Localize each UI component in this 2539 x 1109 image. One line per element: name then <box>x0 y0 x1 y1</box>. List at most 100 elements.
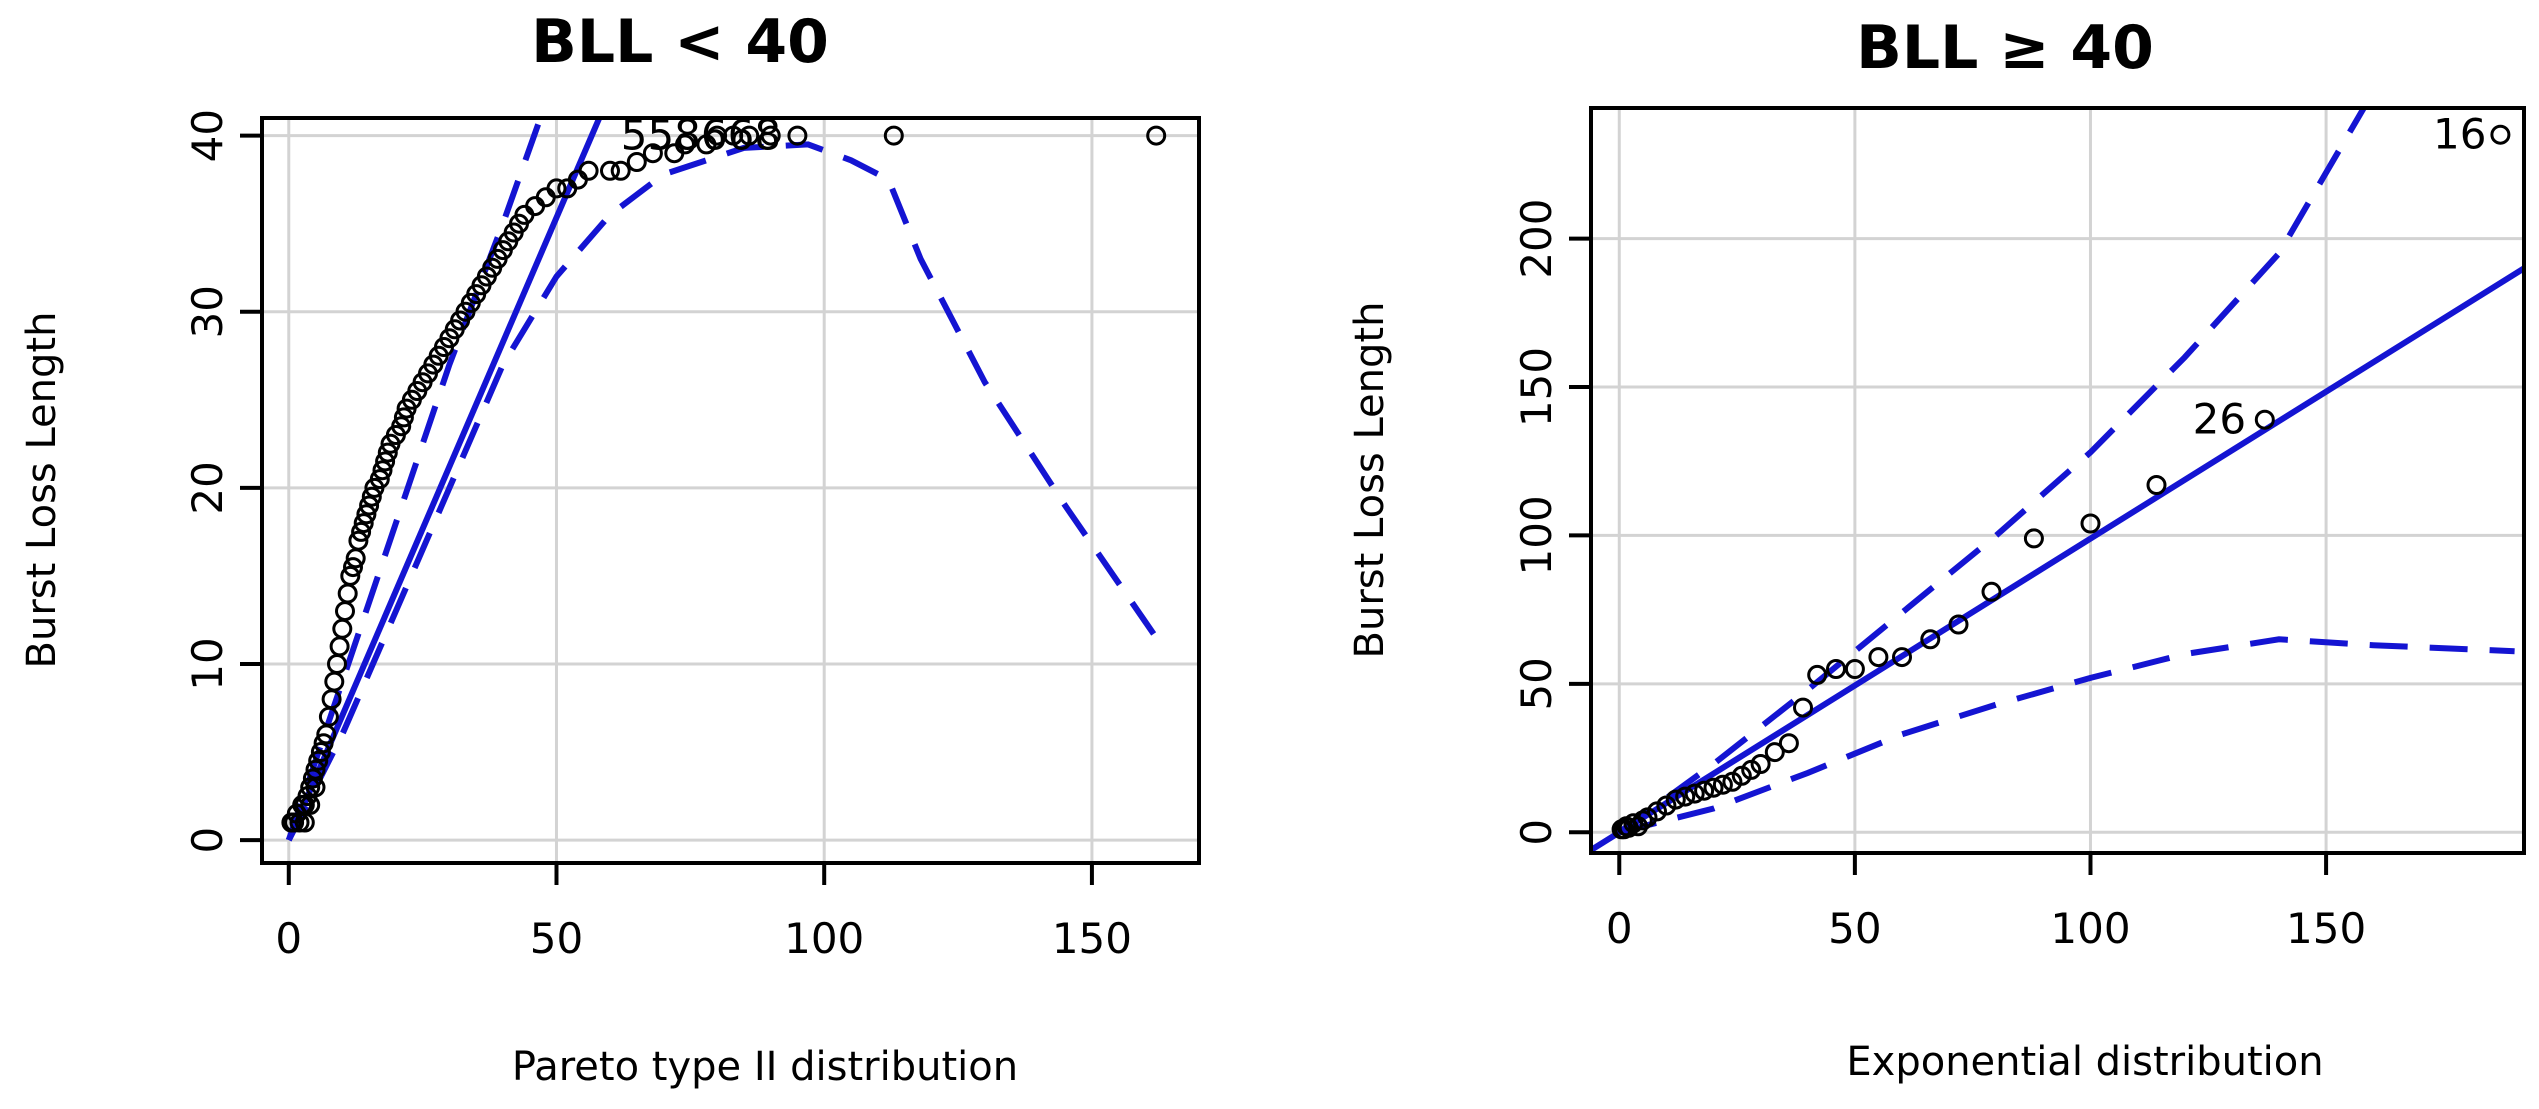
data-point <box>351 521 372 542</box>
y-tick-label: 30 <box>183 285 232 338</box>
panel2-grid <box>1591 108 2524 853</box>
data-point <box>337 583 358 604</box>
data-point <box>1920 629 1941 650</box>
panel2-confidence-band-upper <box>1617 108 2367 835</box>
data-point <box>305 777 326 798</box>
data-point <box>1892 647 1912 668</box>
data-point <box>1764 742 1785 763</box>
point-label-26: 26 <box>2193 395 2246 444</box>
data-point <box>1778 733 1799 754</box>
y-tick-label: 20 <box>183 461 232 514</box>
confidence-band-upper-line <box>285 118 544 842</box>
data-point <box>546 178 567 199</box>
panel2-title: BLL ≥ 40 <box>1856 13 2154 83</box>
data-point <box>393 407 414 428</box>
panel1-data-points <box>281 125 1167 833</box>
data-point <box>310 742 331 762</box>
data-point <box>2146 475 2167 495</box>
y-tick-label: 0 <box>183 827 232 854</box>
data-point <box>1793 697 1813 718</box>
data-point <box>1981 581 2002 602</box>
point-label-16: 16 <box>2433 110 2486 159</box>
confidence-band-lower-line <box>1618 636 2515 836</box>
data-point <box>739 125 760 146</box>
data-point <box>294 812 315 833</box>
panel2-x-axis-label: Exponential distribution <box>1846 1039 2323 1085</box>
data-point <box>1703 777 1724 798</box>
data-point <box>1807 664 1828 685</box>
data-point <box>1146 125 1167 146</box>
data-point <box>335 601 355 622</box>
data-point <box>525 196 546 217</box>
data-point <box>760 125 781 146</box>
data-point <box>1712 774 1733 795</box>
y-tick-label: 0 <box>1512 819 1561 846</box>
panel2-x-axis: 0 50 100 150 <box>1606 851 2366 953</box>
data-point <box>1675 786 1696 807</box>
panel2-confidence-band-lower <box>1618 636 2515 836</box>
data-point <box>2080 513 2101 534</box>
data-point <box>1694 780 1715 801</box>
confidence-band-lower-line <box>286 141 1159 842</box>
data-point <box>372 460 393 481</box>
data-point <box>348 530 369 551</box>
data-point <box>359 495 380 516</box>
data-point <box>300 794 321 815</box>
data-point <box>642 143 663 164</box>
data-point <box>578 160 599 181</box>
x-tick-label: 150 <box>1052 914 1132 963</box>
data-point <box>340 565 361 586</box>
panel1-title: BLL < 40 <box>531 7 829 77</box>
data-point <box>369 469 390 490</box>
data-point <box>332 618 353 639</box>
data-point <box>361 486 382 507</box>
panel2-fit-line <box>1591 265 2524 853</box>
data-point <box>375 451 396 472</box>
reference-fit-line <box>1591 265 2524 853</box>
panel1-x-axis: 0 50 100 150 <box>275 861 1132 963</box>
data-point <box>329 636 350 657</box>
reference-fit-line <box>286 118 603 842</box>
data-point <box>1868 647 1889 668</box>
panel2-y-axis: 0 50 100 150 200 <box>1512 199 1593 846</box>
data-point <box>353 513 374 534</box>
y-tick-label: 100 <box>1512 495 1561 575</box>
data-point <box>1684 783 1705 804</box>
data-point <box>391 416 412 437</box>
y-tick-label: 200 <box>1512 199 1561 279</box>
panel1-x-axis-label: Pareto type II distribution <box>512 1044 1018 1090</box>
confidence-band-upper-line <box>1617 108 2367 835</box>
data-point <box>535 187 556 208</box>
x-tick-label: 100 <box>2050 904 2130 953</box>
data-point <box>302 768 323 789</box>
panel1-confidence-band-upper <box>285 118 544 842</box>
panel1-y-axis-label: Burst Loss Length <box>19 312 65 669</box>
x-tick-label: 100 <box>784 914 864 963</box>
x-tick-label: 150 <box>2286 904 2366 953</box>
y-tick-label: 50 <box>1512 657 1561 710</box>
data-point <box>2490 124 2511 145</box>
panel2-data-points <box>1611 124 2511 840</box>
panel1-grid <box>262 118 1199 863</box>
data-point <box>610 160 631 181</box>
panel1-y-axis: 0 10 20 30 40 <box>183 109 264 854</box>
panel2-y-axis-label: Burst Loss Length <box>1347 302 1393 659</box>
data-point <box>2023 528 2044 549</box>
data-point <box>626 152 647 172</box>
data-point <box>324 671 345 692</box>
x-tick-label: 50 <box>1828 904 1881 953</box>
data-point <box>356 504 377 525</box>
y-tick-label: 150 <box>1512 347 1561 427</box>
data-point <box>600 160 620 181</box>
x-tick-label: 50 <box>530 914 583 963</box>
data-point <box>675 134 695 155</box>
data-point <box>1665 789 1686 810</box>
data-point <box>883 125 904 146</box>
y-tick-label: 10 <box>183 637 232 690</box>
x-tick-label: 0 <box>1606 904 1633 953</box>
data-point <box>2254 409 2275 430</box>
